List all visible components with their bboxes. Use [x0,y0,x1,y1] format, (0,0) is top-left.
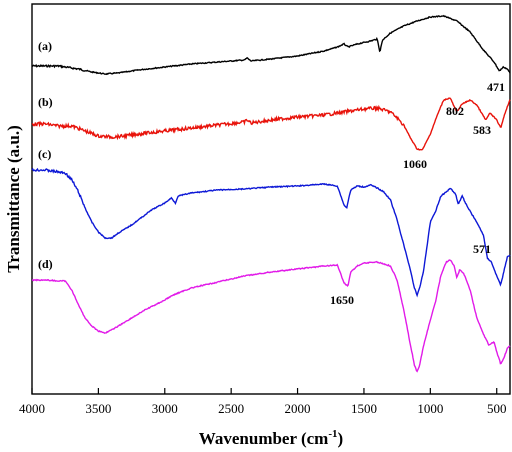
series-tag-b: (b) [38,95,53,109]
y-axis-title: Transmittance (a.u.) [4,125,23,272]
x-axis-ticks: 4000 3500 3000 2500 2000 1500 1000 500 [19,388,506,416]
series-line-b [31,97,511,151]
annotation-802: 802 [446,104,464,118]
x-tick-label: 2000 [285,401,311,416]
x-axis-title-close: ) [338,429,344,448]
annotation-1650: 1650 [330,293,354,307]
x-tick-label: 1500 [351,401,377,416]
x-tick-label: 4000 [19,401,45,416]
x-tick-label: 1000 [417,401,443,416]
x-tick-label: 2500 [218,401,244,416]
plot-frame [31,3,511,395]
x-axis-title-sup: -1 [328,428,337,440]
x-tick-label: 3000 [152,401,178,416]
x-tick-label: 500 [487,401,507,416]
series-line-c [31,167,511,298]
series-tag-c: (c) [38,147,51,161]
annotation-471: 471 [487,80,505,94]
annotation-571: 571 [473,242,491,256]
x-tick-label: 3500 [85,401,111,416]
series-lines [31,14,511,373]
series-tag-a: (a) [38,39,52,53]
annotation-1060: 1060 [403,157,427,171]
series-line-a [31,14,511,76]
annotation-583: 583 [473,123,491,137]
series-tag-d: (d) [38,257,53,271]
x-axis-title: Wavenumber (cm-1) [199,428,343,448]
series-line-d [31,259,511,373]
x-axis-title-main: Wavenumber (cm [199,429,329,448]
